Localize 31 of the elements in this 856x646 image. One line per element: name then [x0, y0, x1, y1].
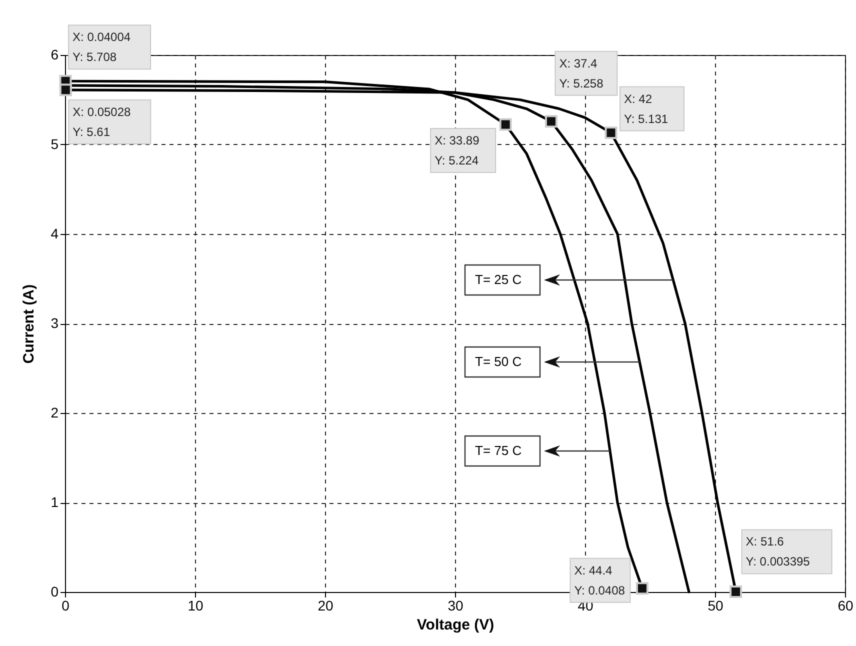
x-tick-label: 10 — [188, 598, 204, 614]
x-tick-label: 0 — [62, 598, 70, 614]
y-tick-label: 3 — [50, 315, 59, 331]
y-tick-label: 0 — [50, 584, 59, 600]
y-axis-title: Current (A) — [20, 284, 38, 364]
y-tick-label: 2 — [50, 404, 59, 420]
annotation: X: 42 Y: 5.131 — [624, 92, 668, 126]
point — [636, 582, 648, 595]
annotation: X: 0.05028 Y: 5.61 — [72, 104, 132, 139]
y-tick-label: 1 — [50, 494, 59, 510]
x-tick-label: 60 — [838, 598, 854, 614]
point — [544, 115, 558, 128]
x-tick-label: 30 — [448, 598, 464, 614]
point — [730, 585, 742, 598]
y-tick-label: 6 — [50, 46, 59, 62]
annotation: T= 25 C — [475, 272, 522, 287]
point — [59, 84, 72, 96]
annotation: X: 33.89 Y: 5.224 — [434, 133, 480, 168]
annotation: T= 75 C — [475, 443, 522, 458]
x-tick-label: 50 — [708, 598, 724, 614]
x-axis-title: Voltage (V) — [416, 616, 494, 634]
y-tick-label: 4 — [50, 226, 59, 242]
annotation: X: 51.6 Y: 0.003395 — [746, 534, 810, 569]
annotation: X: 44.4 Y: 0.0408 — [574, 563, 626, 598]
y-tick-label: 5 — [50, 136, 59, 152]
annotation: T= 50 C — [475, 354, 522, 369]
annotation: X: 37.4 Y: 5.258 — [559, 56, 604, 90]
x-tick-label: 20 — [318, 598, 334, 614]
point — [604, 126, 618, 140]
annotation: X: 0.04004 Y: 5.708 — [72, 30, 131, 64]
point — [499, 118, 512, 131]
